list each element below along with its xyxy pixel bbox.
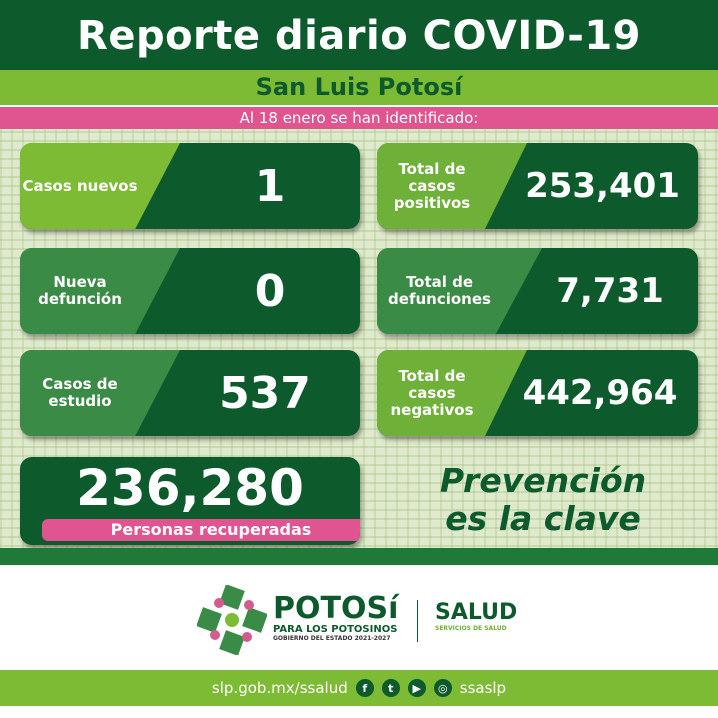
card-value: 0 bbox=[254, 265, 286, 317]
facebook-icon[interactable]: f bbox=[355, 679, 374, 697]
date-line: Al 18 enero se han identificado: bbox=[0, 107, 718, 129]
salud-subtitle: SERVICIOS DE SALUD bbox=[435, 625, 507, 632]
potosi-government: GOBIERNO DEL ESTADO 2021-2027 bbox=[273, 635, 391, 642]
card-total-defunciones: Total de defunciones 7,731 bbox=[377, 248, 698, 334]
potosi-logo-text: POTOSí bbox=[273, 591, 399, 626]
region-subtitle: San Luis Potosí bbox=[0, 70, 718, 105]
salud-logo-text: SALUD bbox=[435, 600, 518, 625]
card-label: Total de defunciones bbox=[377, 248, 542, 334]
instagram-icon[interactable]: ◎ bbox=[433, 679, 452, 697]
card-label: Casos nuevos bbox=[20, 143, 180, 229]
footer: slp.gob.mx/ssalud f t ▶ ◎ ssaslp bbox=[0, 670, 718, 706]
salud-logo: SALUD SERVICIOS DE SALUD bbox=[435, 600, 517, 632]
card-recuperados: 236,280 Personas recuperadas bbox=[20, 457, 360, 545]
card-value: 442,964 bbox=[522, 373, 678, 413]
recovered-value: 236,280 bbox=[76, 459, 304, 517]
twitter-icon[interactable]: t bbox=[381, 679, 400, 697]
card-label: Total de casos positivos bbox=[377, 143, 527, 229]
potosi-logo: POTOSí PARA LOS POTOSINOS GOBIERNO DEL E… bbox=[273, 591, 399, 643]
potosi-emblem-icon bbox=[196, 584, 268, 656]
card-value: 537 bbox=[219, 367, 311, 419]
card-casos-nuevos: Casos nuevos 1 bbox=[20, 143, 360, 229]
potosi-tagline: PARA LOS POTOSINOS bbox=[273, 624, 398, 635]
recovered-label: Personas recuperadas bbox=[42, 519, 360, 541]
card-value: 253,401 bbox=[525, 166, 680, 206]
card-casos-estudio: Casos de estudio 537 bbox=[20, 350, 360, 436]
card-label: Nueva defunción bbox=[20, 248, 180, 334]
card-total-positivos: Total de casos positivos 253,401 bbox=[377, 143, 698, 229]
slogan-line-1: Prevención bbox=[439, 461, 647, 500]
slogan: Prevención es la clave bbox=[378, 462, 708, 538]
slogan-line-2: es la clave bbox=[445, 499, 641, 538]
card-nueva-defuncion: Nueva defunción 0 bbox=[20, 248, 360, 334]
logo-divider bbox=[417, 600, 418, 642]
report-title: Reporte diario COVID-19 bbox=[0, 0, 718, 70]
social-handle[interactable]: ssaslp bbox=[459, 679, 507, 697]
card-value: 1 bbox=[254, 160, 286, 212]
divider-band bbox=[0, 548, 718, 565]
card-label: Casos de estudio bbox=[20, 350, 180, 436]
website-link[interactable]: slp.gob.mx/ssalud bbox=[211, 679, 348, 697]
youtube-icon[interactable]: ▶ bbox=[407, 679, 426, 697]
card-value: 7,731 bbox=[556, 271, 664, 311]
card-total-negativos: Total de casos negativos 442,964 bbox=[377, 350, 698, 436]
